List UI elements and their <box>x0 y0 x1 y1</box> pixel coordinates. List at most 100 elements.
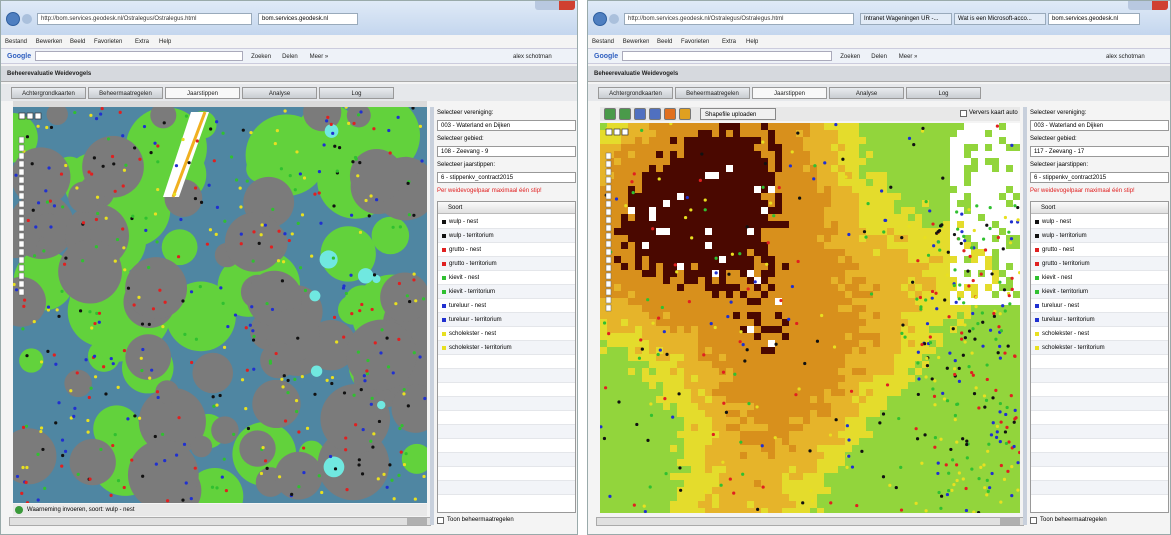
toolbar-button[interactable]: Meer » <box>309 54 329 60</box>
map-cell <box>628 284 635 291</box>
map-tool-button[interactable] <box>679 108 691 120</box>
dropdown[interactable]: 6 - stippenkv_contract2015 <box>437 172 576 183</box>
map-cell <box>922 466 929 473</box>
menu-item[interactable]: Bewerken <box>35 39 63 45</box>
species-row[interactable] <box>438 271 575 285</box>
map-cell <box>908 277 915 284</box>
species-row[interactable] <box>1031 299 1168 313</box>
species-row[interactable] <box>1031 285 1168 299</box>
menu-item[interactable]: Extra <box>135 39 150 45</box>
app-tab[interactable]: Beheermaatregelen <box>675 87 750 99</box>
toolbar-button[interactable]: Zoeken <box>251 54 272 60</box>
app-tab[interactable]: Log <box>319 87 394 99</box>
shapefile-button[interactable]: Shapefile uploaden <box>700 108 776 120</box>
app-tab[interactable]: Log <box>906 87 981 99</box>
species-row[interactable] <box>1031 243 1168 257</box>
forward-button[interactable] <box>22 14 32 24</box>
species-row[interactable] <box>438 285 575 299</box>
app-tab[interactable]: Jaarstippen <box>165 87 240 99</box>
toolbar-button[interactable]: Zoeken <box>840 54 861 60</box>
menu-item[interactable]: Bestand <box>5 39 28 45</box>
map-cell <box>663 431 670 438</box>
dropdown[interactable]: 003 - Waterland en Dijken <box>1030 120 1169 131</box>
map[interactable] <box>13 107 427 503</box>
app-tab[interactable]: Analyse <box>242 87 317 99</box>
forward-button[interactable] <box>609 14 619 24</box>
dropdown[interactable]: 117 - Zeevang - 17 <box>1030 146 1169 157</box>
map-cell <box>880 368 887 375</box>
species-row[interactable] <box>1031 229 1168 243</box>
map-cell <box>733 270 740 277</box>
map-tool-button[interactable] <box>664 108 676 120</box>
horizontal-scrollbar[interactable] <box>596 517 1024 526</box>
map-cell <box>971 144 978 151</box>
app-tab[interactable]: Beheermaatregelen <box>88 87 163 99</box>
map-cell <box>754 284 761 291</box>
address-bar[interactable]: http://bom.services.geodesk.nl/Ostralegu… <box>624 13 854 25</box>
address-bar[interactable]: http://bom.services.geodesk.nl/Ostralegu… <box>37 13 252 25</box>
back-button[interactable] <box>6 12 20 26</box>
checkbox-box[interactable] <box>1030 517 1037 524</box>
map-tool-button[interactable] <box>634 108 646 120</box>
map-cell <box>971 424 978 431</box>
observation-dot <box>915 297 919 301</box>
menu-item[interactable]: Bestand <box>592 39 615 45</box>
species-row[interactable] <box>438 341 575 355</box>
map-cell <box>957 347 964 354</box>
map-cell <box>880 165 887 172</box>
map[interactable] <box>600 123 1020 513</box>
species-row[interactable] <box>1031 215 1168 229</box>
horizontal-scrollbar[interactable] <box>9 517 431 526</box>
map-cell <box>782 340 789 347</box>
menu-item[interactable]: Help <box>746 39 759 45</box>
menu-item[interactable]: Bewerken <box>622 39 650 45</box>
map-cell <box>663 263 670 270</box>
species-row[interactable] <box>438 327 575 341</box>
menu-item[interactable]: Favorieten <box>94 39 123 45</box>
species-row[interactable] <box>438 215 575 229</box>
search-box[interactable] <box>622 51 833 61</box>
map-cell <box>705 228 712 235</box>
app-tab[interactable]: Achtergrondkaarten <box>598 87 673 99</box>
dropdown[interactable]: 003 - Waterland en Dijken <box>437 120 576 131</box>
back-button[interactable] <box>593 12 607 26</box>
species-row[interactable] <box>438 257 575 271</box>
observation-dot <box>73 406 77 410</box>
map-tool-button[interactable] <box>619 108 631 120</box>
dropdown[interactable]: 6 - stippenkv_contract2015 <box>1030 172 1169 183</box>
menu-item[interactable]: Beeld <box>70 39 86 45</box>
species-row[interactable] <box>438 313 575 327</box>
dropdown[interactable]: 108 - Zeevang - 9 <box>437 146 576 157</box>
app-tab[interactable]: Achtergrondkaarten <box>11 87 86 99</box>
menu-item[interactable]: Beeld <box>657 39 673 45</box>
species-row[interactable] <box>438 299 575 313</box>
species-row[interactable] <box>1031 341 1168 355</box>
toolbar-button[interactable]: Delen <box>282 54 298 60</box>
app-tab[interactable]: Analyse <box>829 87 904 99</box>
species-row[interactable] <box>1031 271 1168 285</box>
app-tab[interactable]: Jaarstippen <box>752 87 827 99</box>
checkbox-box[interactable] <box>437 517 444 524</box>
species-row[interactable] <box>438 243 575 257</box>
refresh-checkbox-box[interactable] <box>960 110 967 117</box>
browser-tab[interactable]: Wat is een Microsoft-acco... <box>954 13 1046 25</box>
toolbar-button[interactable]: Meer » <box>898 54 918 60</box>
species-row[interactable] <box>1031 313 1168 327</box>
menu-item[interactable]: Help <box>159 39 172 45</box>
browser-tab[interactable]: bom.services.geodesk.nl <box>258 13 358 25</box>
species-row[interactable] <box>1031 327 1168 341</box>
search-box[interactable] <box>35 51 244 61</box>
browser-tab[interactable]: Intranet Wageningen UR -... <box>860 13 952 25</box>
map-tool-button[interactable] <box>604 108 616 120</box>
map-cell <box>873 354 880 361</box>
map-cell <box>747 242 754 249</box>
browser-tab[interactable]: bom.services.geodesk.nl <box>1048 13 1140 25</box>
map-cell <box>943 172 950 179</box>
menu-item[interactable]: Favorieten <box>681 39 710 45</box>
species-row[interactable] <box>438 229 575 243</box>
map-tool-button[interactable] <box>649 108 661 120</box>
menu-item[interactable]: Extra <box>722 39 737 45</box>
map-cell <box>614 221 621 228</box>
species-row[interactable] <box>1031 257 1168 271</box>
toolbar-button[interactable]: Delen <box>871 54 887 60</box>
